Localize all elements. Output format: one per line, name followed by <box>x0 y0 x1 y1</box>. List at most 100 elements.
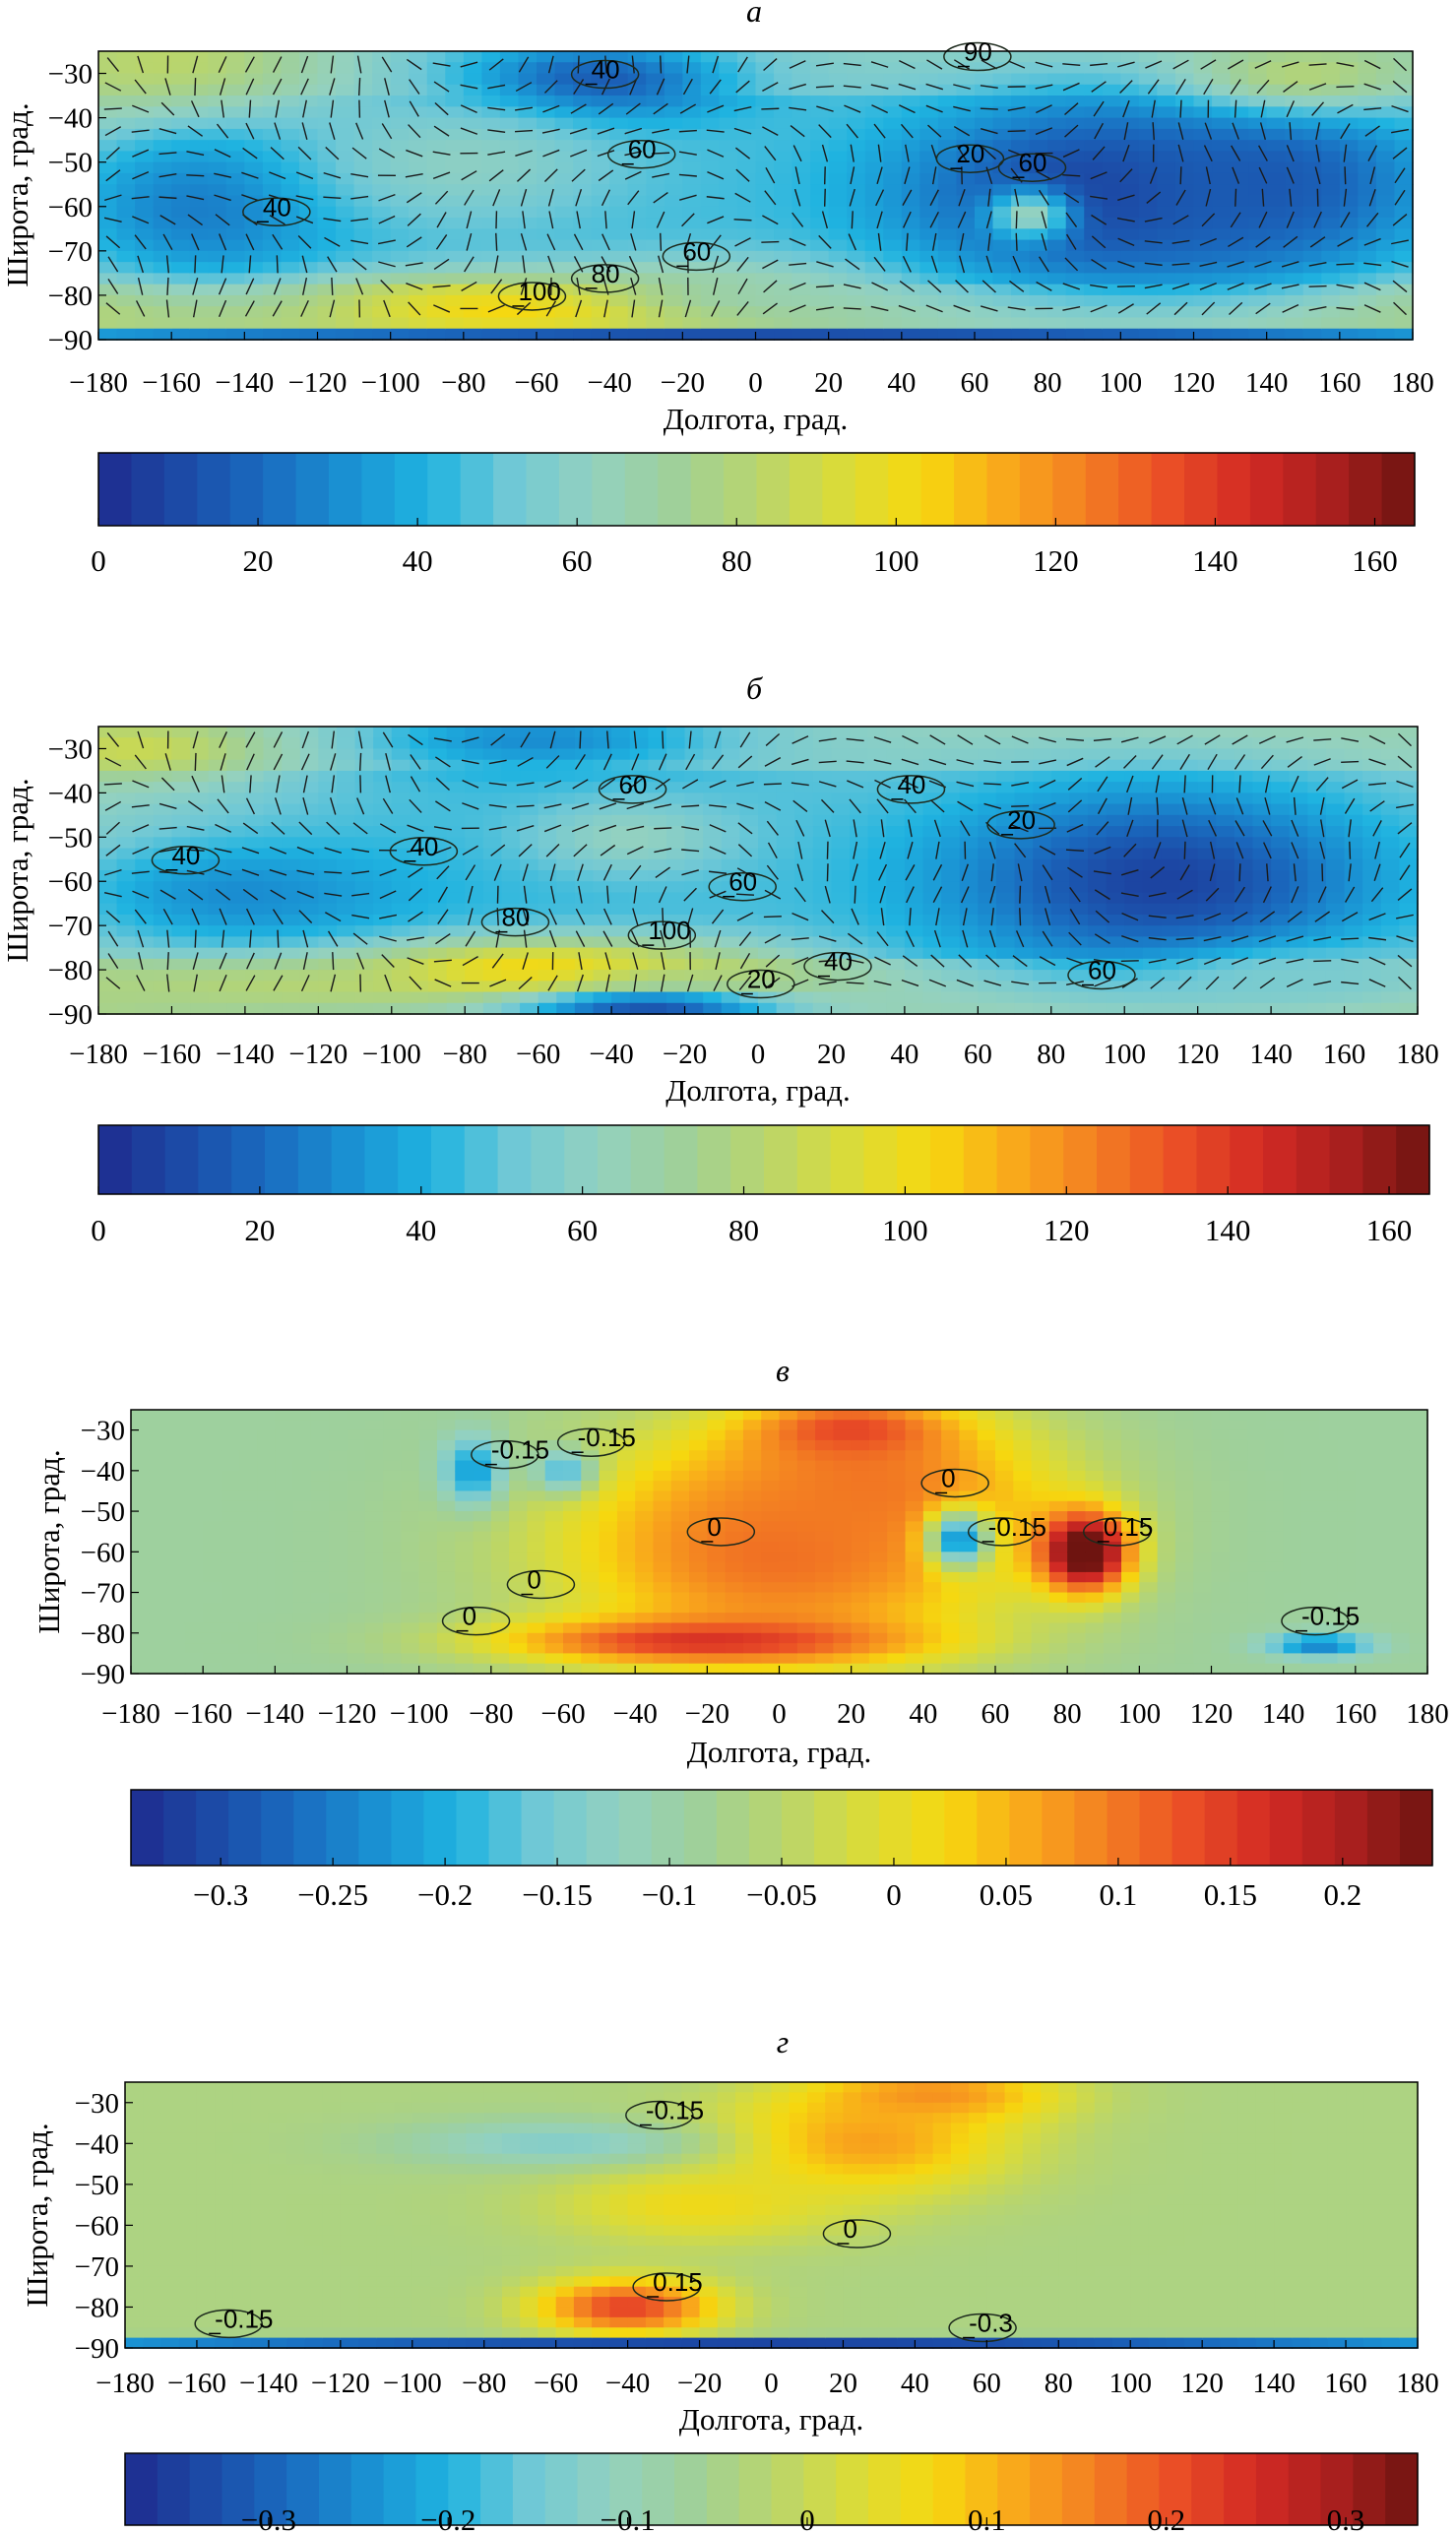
heatmap-cell <box>171 206 191 219</box>
heatmap-cell <box>1138 161 1159 174</box>
heatmap-cell <box>1106 870 1126 883</box>
heatmap-cell <box>171 73 191 86</box>
heatmap-cell <box>867 803 888 816</box>
wind-vector <box>734 147 751 159</box>
heatmap-cell <box>1050 727 1071 739</box>
heatmap-cell <box>573 106 593 119</box>
heatmap-cell <box>1029 273 1048 285</box>
heatmap-cell <box>1266 95 1287 108</box>
heatmap-cell <box>153 947 173 960</box>
heatmap-cell <box>390 95 411 108</box>
heatmap-cell <box>446 903 467 916</box>
heatmap-cell <box>445 218 465 230</box>
heatmap-cell <box>281 140 300 153</box>
heatmap-cell <box>481 262 501 275</box>
heatmap-cell <box>1234 737 1254 750</box>
heatmap-cell <box>225 250 246 263</box>
heatmap-cell <box>282 925 301 938</box>
wind-vector <box>1340 123 1351 140</box>
heatmap-cell <box>1375 206 1396 219</box>
heatmap-cell <box>883 228 903 241</box>
wind-vector <box>190 100 200 118</box>
heatmap-cell <box>1230 328 1249 341</box>
wind-vector <box>793 188 801 207</box>
heatmap-cell <box>208 172 227 186</box>
heatmap-cell <box>975 306 994 319</box>
heatmap-cell <box>1285 62 1304 75</box>
heatmap-cell <box>98 140 118 153</box>
heatmap-cell <box>554 184 574 197</box>
heatmap-cell <box>446 814 467 827</box>
wind-vector <box>242 147 258 159</box>
heatmap-cell <box>1285 317 1304 330</box>
heatmap-cell <box>1084 228 1104 241</box>
wind-vector <box>1175 189 1186 206</box>
wind-vector <box>406 283 423 290</box>
heatmap-cell <box>1033 1002 1052 1015</box>
wind-vector <box>660 232 663 251</box>
heatmap-cell <box>1394 206 1414 219</box>
heatmap-cell <box>1102 239 1122 252</box>
heatmap-cell <box>1325 881 1346 894</box>
wind-vector <box>684 299 692 318</box>
heatmap-cell <box>298 273 319 285</box>
heatmap-cell <box>700 206 721 219</box>
wind-vector <box>464 256 475 273</box>
heatmap-cell <box>244 117 264 130</box>
heatmap-cell <box>791 151 811 163</box>
wind-vector <box>434 101 449 116</box>
heatmap-cell <box>665 981 686 993</box>
heatmap-cell <box>538 837 558 850</box>
wind-vector <box>187 125 204 137</box>
heatmap-cell <box>1120 195 1140 208</box>
y-axis-label: Широта, град. <box>0 102 34 286</box>
heatmap-cell <box>445 140 465 153</box>
heatmap-cell <box>1248 184 1268 197</box>
heatmap-cell <box>1252 814 1272 827</box>
heatmap-cell <box>1142 848 1163 860</box>
heatmap-cell <box>98 970 118 982</box>
heatmap-cell <box>391 748 411 761</box>
heatmap-cell <box>1216 991 1235 1004</box>
heatmap-cell <box>1375 128 1396 141</box>
heatmap-cell <box>171 250 191 263</box>
heatmap-cell <box>721 782 741 794</box>
heatmap-cell <box>1234 936 1254 949</box>
wind-vector <box>131 196 150 200</box>
wind-vector <box>1122 99 1130 118</box>
heatmap-cell <box>336 239 355 252</box>
heatmap-cell <box>446 991 467 1004</box>
heatmap-cell <box>810 228 830 241</box>
wind-vector <box>1363 262 1382 267</box>
heatmap-cell <box>904 826 924 839</box>
wind-vector <box>433 258 450 271</box>
heatmap-cell <box>1179 903 1199 916</box>
heatmap-cell <box>1321 228 1341 241</box>
heatmap-cell <box>135 151 155 163</box>
heatmap-cell <box>537 184 556 197</box>
heatmap-cell <box>1157 73 1176 86</box>
heatmap-cell <box>445 151 465 163</box>
heatmap-cell <box>1375 284 1396 296</box>
heatmap-cell <box>135 62 155 75</box>
heatmap-cell <box>721 958 741 971</box>
heatmap-cell <box>1047 140 1067 153</box>
heatmap-cell <box>919 117 939 130</box>
wind-vector <box>166 277 169 295</box>
heatmap-cell <box>98 206 118 219</box>
heatmap-cell <box>1138 328 1159 341</box>
wind-vector <box>406 58 422 71</box>
wind-vector <box>733 105 752 112</box>
heatmap-cell <box>499 206 520 219</box>
heatmap-cell <box>153 903 173 916</box>
heatmap-cell <box>1011 161 1031 174</box>
heatmap-cell <box>171 903 191 916</box>
heatmap-cell <box>850 837 869 850</box>
heatmap-cell <box>810 239 830 252</box>
wind-vector <box>789 282 806 290</box>
heatmap-cell <box>847 117 866 130</box>
heatmap-cell <box>1120 218 1140 230</box>
wind-vector <box>514 129 534 133</box>
heatmap-cell <box>116 1002 137 1015</box>
heatmap-cell <box>794 970 814 982</box>
